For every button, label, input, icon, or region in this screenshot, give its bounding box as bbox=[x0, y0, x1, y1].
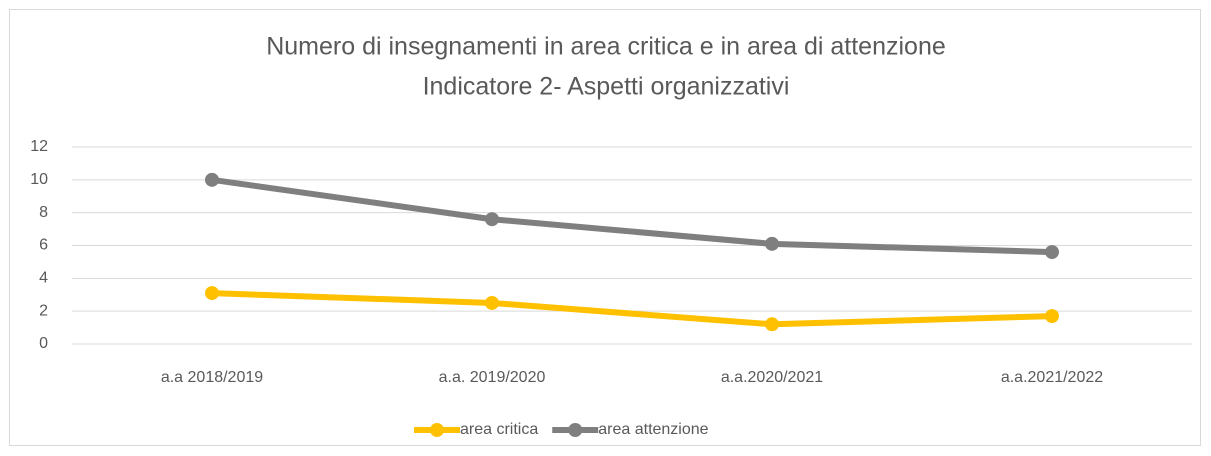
legend-label: area critica bbox=[460, 421, 538, 438]
legend-marker bbox=[568, 423, 583, 437]
chart-title: Numero di insegnamenti in area critica e… bbox=[266, 33, 946, 61]
legend-label: area attenzione bbox=[598, 421, 708, 438]
data-point bbox=[765, 236, 779, 251]
y-tick-label: 6 bbox=[39, 237, 48, 254]
y-tick-label: 12 bbox=[30, 138, 48, 155]
data-point bbox=[485, 295, 499, 310]
data-point bbox=[485, 212, 499, 227]
data-point bbox=[1045, 309, 1059, 324]
y-tick-label: 10 bbox=[30, 171, 48, 188]
y-tick-label: 2 bbox=[39, 302, 48, 319]
series-line bbox=[209, 176, 1055, 256]
y-tick-label: 0 bbox=[39, 335, 48, 352]
series-line bbox=[209, 290, 1055, 328]
legend-marker bbox=[430, 423, 444, 437]
x-tick-label: a.a. 2019/2020 bbox=[439, 369, 546, 386]
x-tick-label: a.a.2021/2022 bbox=[1001, 369, 1103, 386]
data-point bbox=[1045, 245, 1059, 260]
y-tick-label: 4 bbox=[39, 270, 48, 287]
data-point bbox=[765, 317, 779, 332]
y-tick-label: 8 bbox=[39, 204, 48, 221]
data-point bbox=[205, 286, 219, 301]
data-point bbox=[205, 172, 219, 187]
chart-subtitle: Indicatore 2- Aspetti organizzativi bbox=[423, 73, 790, 101]
x-tick-label: a.a.2020/2021 bbox=[721, 369, 823, 386]
x-tick-label: a.a 2018/2019 bbox=[161, 369, 263, 386]
